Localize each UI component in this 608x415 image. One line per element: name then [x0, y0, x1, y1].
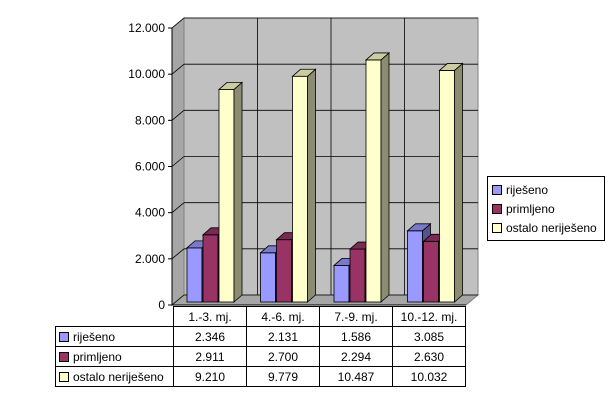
data-table-cell: 10.032	[392, 366, 466, 387]
data-table-swatch-rijeseno	[59, 332, 69, 343]
bar-top	[406, 223, 432, 232]
data-table-row-primljeno: primljeno 2.911 2.700 2.294 2.630	[55, 346, 466, 367]
data-table-cell: 9.779	[246, 366, 320, 387]
bar-ostalo neriješeno	[218, 89, 235, 303]
gridline-side	[171, 63, 185, 75]
bar-side	[380, 52, 390, 303]
bar-primljeno	[276, 239, 292, 303]
bar-top	[438, 63, 464, 71]
bar-primljeno	[423, 240, 439, 303]
gridline-side	[171, 156, 185, 167]
data-table-cell: 2.630	[392, 346, 466, 367]
data-table-cell: 9.210	[173, 366, 247, 387]
y-tick-label: 0	[158, 298, 165, 312]
y-tick-label: 4.000	[135, 206, 165, 220]
data-table-row-ostalo: ostalo neriješeno 9.210 9.779 10.487 10.…	[55, 366, 466, 387]
legend-label-primljeno: primljeno	[506, 201, 555, 216]
data-table-series-name: riješeno	[73, 329, 116, 344]
bar-top	[364, 52, 391, 61]
data-table-row-rijeseno: riješeno 2.346 2.131 1.586 3.085	[55, 326, 466, 347]
data-table-swatch-ostalo	[59, 372, 69, 383]
legend-swatch-ostalo	[492, 222, 502, 233]
legend-swatch-primljeno	[492, 203, 502, 214]
bar-side	[233, 81, 243, 303]
y-tick-label: 12.000	[128, 21, 165, 35]
data-table-cell: 2.294	[319, 346, 393, 367]
data-table-cell: 2.131	[246, 326, 320, 347]
data-table-series-name: ostalo neriješeno	[73, 369, 164, 384]
bar-riješeno	[260, 252, 276, 303]
legend-item-rijeseno: riješeno	[492, 180, 604, 199]
data-table-cell: 2.911	[173, 346, 247, 367]
data-table-corner	[56, 307, 174, 327]
bar-riješeno	[333, 264, 350, 303]
data-table-swatch-primljeno	[59, 352, 69, 363]
data-table-cell: 2.346	[173, 326, 247, 347]
y-tick-label: 8.000	[135, 113, 165, 127]
data-table-series-key: ostalo neriješeno	[55, 366, 174, 387]
bar-ostalo neriješeno	[365, 59, 382, 303]
bar-ostalo neriješeno	[439, 70, 455, 303]
bar-top	[291, 68, 317, 77]
gridline-side	[171, 202, 185, 213]
y-tick-label: 2.000	[135, 252, 165, 266]
y-tick-label: 6.000	[135, 160, 165, 174]
data-table-cell: 2.700	[246, 346, 320, 367]
legend: riješeno primljeno ostalo neriješeno	[487, 176, 605, 241]
data-table-category: 10.-12. mj.	[392, 306, 466, 327]
bar-riješeno	[186, 247, 203, 303]
bar-ostalo neriješeno	[292, 75, 308, 303]
data-table-cell: 1.586	[319, 326, 393, 347]
bar-primljeno	[349, 248, 366, 303]
data-table-category: 4.-6. mj.	[246, 306, 320, 327]
bar-top	[217, 82, 244, 90]
data-table-series-key: primljeno	[55, 346, 174, 367]
legend-swatch-rijeseno	[492, 184, 502, 195]
bar-primljeno	[202, 234, 219, 303]
gridline-side	[171, 110, 185, 121]
data-table-cell: 3.085	[392, 326, 466, 347]
legend-label-ostalo: ostalo neriješeno	[506, 220, 597, 235]
gridline-side	[171, 248, 185, 260]
bar-riješeno	[407, 230, 423, 303]
bar-side	[307, 68, 316, 303]
data-table: 1.-3. mj. 4.-6. mj. 7.-9. mj. 10.-12. mj…	[55, 306, 466, 387]
bar-side	[454, 62, 463, 303]
gridline-side	[171, 294, 185, 306]
legend-label-rijeseno: riješeno	[506, 182, 549, 197]
data-table-header-row: 1.-3. mj. 4.-6. mj. 7.-9. mj. 10.-12. mj…	[56, 306, 466, 327]
data-table-cell: 10.487	[319, 366, 393, 387]
legend-item-ostalo: ostalo neriješeno	[492, 218, 604, 237]
data-table-category: 1.-3. mj.	[173, 306, 247, 327]
y-tick-label: 10.000	[128, 67, 165, 81]
legend-item-primljeno: primljeno	[492, 199, 604, 218]
gridline-side	[171, 17, 185, 29]
data-table-series-key: riješeno	[55, 326, 174, 347]
data-table-category: 7.-9. mj.	[319, 306, 393, 327]
data-table-series-name: primljeno	[73, 349, 122, 364]
